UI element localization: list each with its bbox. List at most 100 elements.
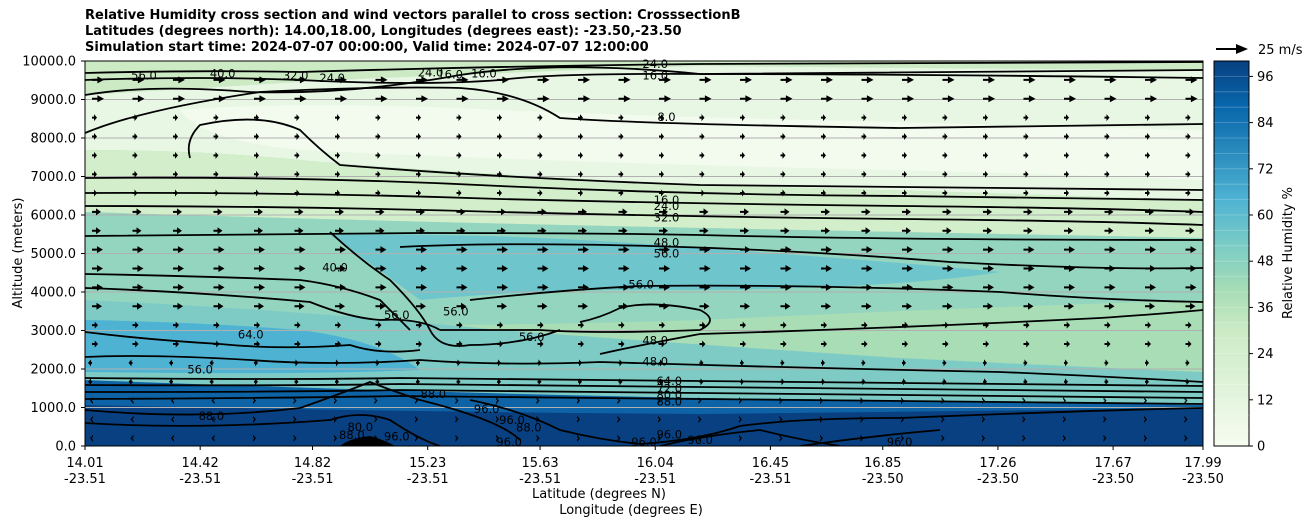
x-tick-label-lat: 16.45 bbox=[752, 456, 789, 471]
x-tick-label-lat: 16.85 bbox=[864, 456, 901, 471]
chart-title-line-2: Latitudes (degrees north): 14.00,18.00, … bbox=[85, 24, 682, 39]
wind-vector bbox=[537, 208, 547, 216]
wind-vector bbox=[618, 208, 628, 216]
rh-band-driest bbox=[180, 105, 1203, 180]
wind-vector bbox=[902, 132, 907, 140]
wind-vector bbox=[1023, 189, 1029, 197]
wind-vector bbox=[739, 397, 742, 405]
contour-label: 40.0 bbox=[210, 67, 236, 81]
wind-vector bbox=[537, 302, 548, 310]
wind-vector bbox=[618, 246, 630, 254]
wind-vector bbox=[416, 340, 422, 348]
contour-line bbox=[85, 205, 1203, 226]
wind-vector bbox=[739, 415, 742, 423]
wind-vector bbox=[1023, 76, 1036, 84]
contour-label: 96.0 bbox=[887, 435, 913, 449]
wind-vector bbox=[171, 434, 174, 442]
wind-vector bbox=[254, 340, 260, 348]
wind-vector bbox=[294, 151, 300, 159]
wind-vector bbox=[1185, 359, 1190, 367]
wind-vector bbox=[1104, 378, 1109, 386]
wind-vector bbox=[497, 114, 502, 122]
wind-vector bbox=[740, 76, 752, 84]
contour-label: 40.0 bbox=[322, 261, 348, 275]
x-axis-label-latitude: Latitude (degrees N) bbox=[532, 487, 666, 502]
wind-vector bbox=[416, 151, 421, 159]
wind-key: 25 m/s bbox=[1216, 43, 1303, 58]
wind-vector bbox=[659, 95, 671, 103]
wind-vector bbox=[780, 359, 785, 367]
wind-vector bbox=[820, 415, 823, 423]
wind-vector bbox=[902, 76, 914, 84]
wind-vector bbox=[213, 246, 225, 254]
wind-vector bbox=[659, 76, 671, 84]
wind-vector bbox=[659, 132, 664, 140]
wind-vector bbox=[1023, 302, 1034, 310]
contour-label: 16.0 bbox=[654, 193, 680, 207]
wind-vector bbox=[821, 132, 826, 140]
wind-vector bbox=[779, 434, 783, 442]
wind-vector bbox=[335, 302, 345, 310]
wind-vector bbox=[374, 397, 378, 405]
wind-vector bbox=[577, 434, 580, 442]
wind-vector bbox=[861, 340, 868, 348]
wind-vector bbox=[699, 340, 706, 348]
y-tick-label: 9000.0 bbox=[31, 93, 77, 108]
wind-vector bbox=[618, 265, 630, 273]
wind-vector bbox=[497, 151, 502, 159]
contour-label: 96.0 bbox=[499, 413, 525, 427]
wind-vector bbox=[861, 378, 866, 386]
wind-vector bbox=[740, 114, 745, 122]
wind-vector bbox=[1022, 434, 1026, 442]
wind-vector bbox=[374, 434, 378, 442]
wind-vector bbox=[821, 95, 833, 103]
wind-vector bbox=[375, 227, 385, 235]
y-tick-label: 3000.0 bbox=[31, 324, 77, 339]
wind-vector bbox=[90, 397, 93, 405]
wind-vector bbox=[861, 170, 867, 178]
wind-vector bbox=[780, 132, 786, 140]
wind-vector bbox=[1064, 170, 1069, 178]
x-tick-label-lon: -23.51 bbox=[179, 472, 221, 487]
wind-vector bbox=[983, 170, 988, 178]
contour-label: 96.0 bbox=[496, 435, 522, 449]
contour-line bbox=[85, 381, 521, 441]
wind-vector bbox=[335, 189, 340, 197]
wind-vector bbox=[374, 415, 378, 423]
wind-vector bbox=[659, 208, 668, 216]
wind-vector bbox=[740, 378, 744, 386]
wind-vector bbox=[335, 170, 340, 178]
x-tick-label-lon: -23.51 bbox=[64, 472, 106, 487]
wind-vector bbox=[132, 114, 138, 122]
wind-vector bbox=[128, 359, 133, 367]
wind-vector bbox=[536, 415, 540, 423]
wind-vector bbox=[698, 397, 702, 405]
wind-vector bbox=[1145, 246, 1156, 254]
wind-vector bbox=[416, 283, 427, 291]
wind-vector bbox=[941, 434, 945, 442]
wind-vector bbox=[213, 321, 220, 329]
wind-vector bbox=[861, 359, 866, 367]
wind-vector bbox=[173, 321, 179, 329]
wind-vector bbox=[740, 246, 751, 254]
wind-vector bbox=[254, 76, 266, 84]
wind-vector bbox=[861, 265, 873, 273]
wind-vector bbox=[294, 227, 304, 235]
wind-vector bbox=[618, 340, 625, 348]
wind-vector bbox=[983, 246, 994, 254]
wind-vector bbox=[537, 227, 547, 235]
wind-vector bbox=[941, 415, 945, 423]
wind-vector bbox=[496, 397, 499, 405]
wind-vector bbox=[578, 359, 582, 367]
wind-vector bbox=[497, 302, 507, 310]
wind-vector bbox=[942, 283, 954, 291]
wind-vector bbox=[578, 114, 583, 122]
wind-vector bbox=[335, 132, 340, 140]
contour-line bbox=[85, 389, 1203, 399]
wind-vector bbox=[983, 208, 992, 216]
wind-vector bbox=[1022, 397, 1026, 405]
wind-vector bbox=[334, 397, 337, 405]
wind-vector bbox=[1104, 246, 1116, 254]
wind-vector bbox=[942, 321, 949, 329]
